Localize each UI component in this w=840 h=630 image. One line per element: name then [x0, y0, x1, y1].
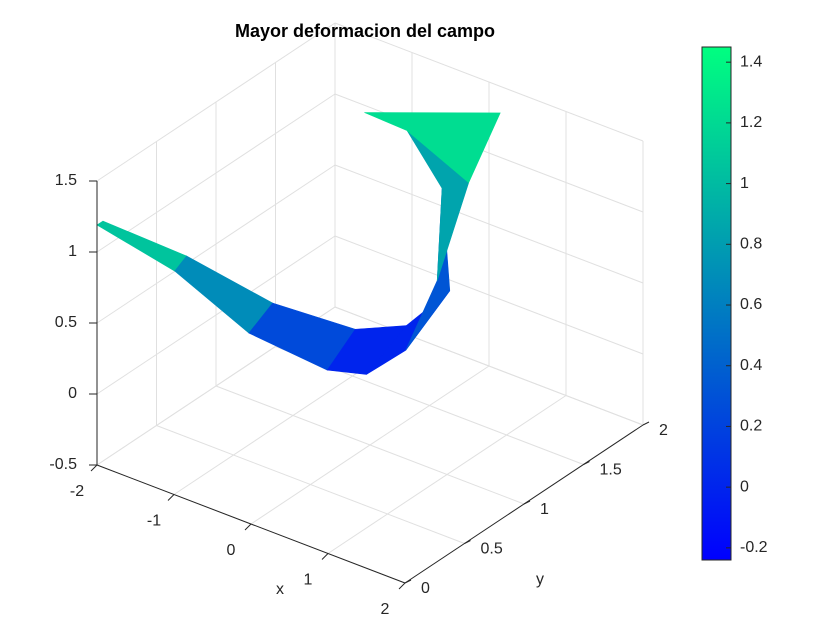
x-tick-label: 0	[227, 542, 236, 559]
y-tick	[642, 421, 650, 426]
colorbar-tick-label: 0.6	[740, 296, 762, 313]
grid-line	[334, 235, 644, 355]
y-tick-label: 2	[659, 422, 668, 439]
x-tick	[167, 494, 175, 501]
x-tick-label: -2	[70, 483, 84, 500]
x-tick	[321, 553, 329, 560]
y-tick-label: 0	[421, 580, 430, 597]
z-tick-label: -0.5	[49, 456, 77, 473]
x-tick	[244, 523, 252, 531]
surface-patch	[96, 220, 188, 272]
colorbar-tick-label: 0.8	[740, 236, 762, 253]
grid-line	[215, 385, 525, 505]
z-tick-label: 0	[68, 385, 77, 402]
z-tick-label: 0.5	[55, 314, 77, 331]
grid-line	[96, 93, 336, 253]
y-axis-label: y	[536, 571, 544, 588]
colorbar-tick-label: 0	[740, 478, 749, 495]
colorbar	[701, 46, 732, 561]
grid-line	[96, 235, 336, 395]
chart-title: Mayor deformacion del campo	[235, 21, 495, 41]
x-axis	[96, 464, 406, 584]
y-axis	[404, 424, 644, 584]
grid-line	[334, 306, 644, 426]
colorbar-tick-label: 0.4	[740, 357, 762, 374]
surface-patch	[364, 112, 501, 184]
colorbar-tick-label: 0.2	[740, 418, 762, 435]
x-tick-label: 2	[381, 601, 390, 618]
grid-line	[334, 22, 644, 142]
colorbar-tick-label: 1	[740, 175, 749, 192]
colorbar-tick-label: -0.2	[740, 539, 768, 556]
colorbar-tick-label: 1.2	[740, 114, 762, 131]
axes: -2 -1 0 1 2 0 0.5 1 1.5 2 -0.5 0 0.5 1 1.5	[49, 172, 668, 618]
x-tick	[90, 464, 98, 472]
grid-line	[156, 425, 465, 544]
x-tick-label: -1	[147, 513, 161, 530]
z-tick-label: 1	[68, 243, 77, 260]
colorbar-ticks: -0.2 0 0.2 0.4 0.6 0.8 1 1.2 1.4	[726, 53, 768, 556]
grid	[96, 22, 644, 584]
x-tick	[398, 582, 406, 590]
grid-line	[96, 22, 336, 182]
grid-line	[334, 164, 644, 284]
grid-line	[96, 164, 336, 324]
z-tick-label: 1.5	[55, 172, 77, 189]
colorbar-tick-label: 1.4	[740, 53, 762, 70]
surface	[96, 112, 501, 375]
y-tick-label: 1.5	[600, 462, 622, 479]
x-tick-label: 1	[304, 572, 313, 589]
x-axis-label: x	[276, 581, 284, 598]
y-tick-label: 0.5	[481, 541, 503, 558]
y-tick-label: 1	[540, 501, 549, 518]
